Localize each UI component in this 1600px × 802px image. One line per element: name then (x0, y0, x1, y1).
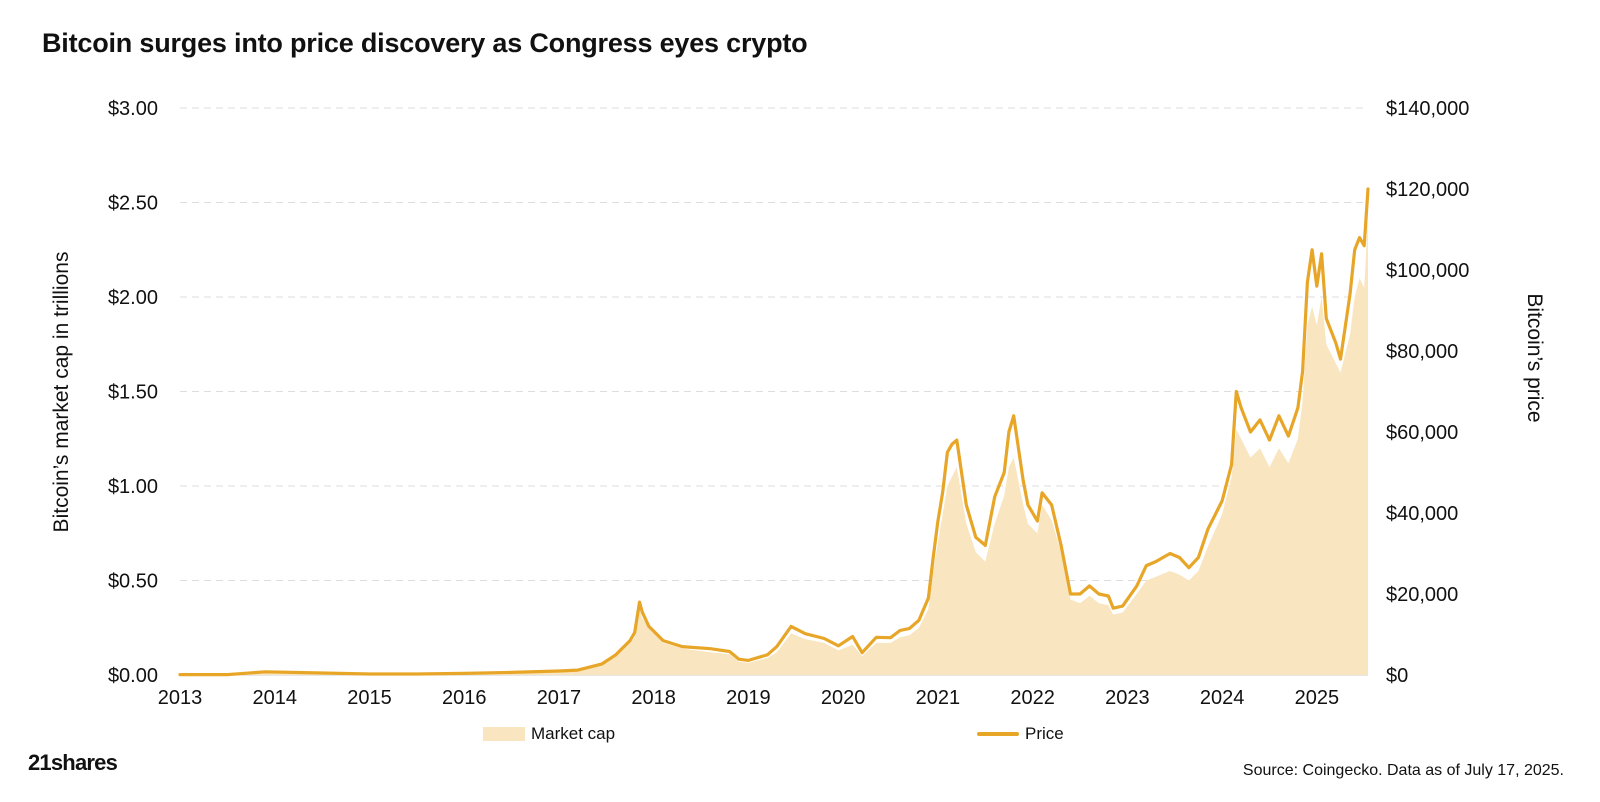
right-tick-label: $140,000 (1386, 98, 1469, 120)
x-tick-label: 2018 (631, 687, 676, 709)
legend-market-cap: Market cap (483, 724, 615, 744)
right-tick-label: $100,000 (1386, 260, 1469, 282)
x-tick-label: 2017 (537, 687, 582, 709)
legend-price-label: Price (1025, 724, 1064, 743)
x-tick-label: 2023 (1105, 687, 1150, 709)
gridlines (180, 107, 1368, 581)
left-tick-label: $2.50 (108, 193, 158, 215)
chart-title: Bitcoin surges into price discovery as C… (42, 28, 808, 58)
left-tick-label: $1.00 (108, 476, 158, 498)
legend-market-cap-label: Market cap (531, 724, 616, 743)
right-tick-label: $0 (1386, 665, 1408, 687)
left-tick-label: $0.00 (108, 665, 158, 687)
left-tick-label: $2.00 (108, 287, 158, 309)
x-tick-label: 2019 (726, 687, 771, 709)
left-tick-label: $0.50 (108, 571, 158, 593)
source-note: Source: Coingecko. Data as of July 17, 2… (1242, 762, 1564, 779)
right-tick-label: $20,000 (1386, 584, 1458, 606)
legend-price: Price (977, 724, 1064, 744)
x-axis: 2013 2014 2015 2016 2017 2018 2019 2020 2021 2022… (158, 674, 1368, 709)
x-tick-label: 2025 (1295, 687, 1340, 709)
right-axis: $0 $20,000 $40,000 $60,000 $80,000 $100,000 $1… (1386, 98, 1469, 687)
right-axis-title: Bitcoin’s price (1523, 293, 1546, 422)
right-tick-label: $60,000 (1386, 422, 1458, 444)
x-tick-label: 2020 (821, 687, 866, 709)
price-swatch (977, 732, 1019, 736)
left-axis-title: Bitcoin’s market cap in trillions (50, 252, 73, 533)
left-tick-label: $1.50 (108, 382, 158, 404)
x-tick-label: 2024 (1200, 687, 1245, 709)
x-tick-label: 2015 (347, 687, 392, 709)
left-axis: $0.00 $0.50 $1.00 $1.50 $2.00 $2.50 $3.00 (108, 98, 158, 687)
x-tick-label: 2014 (252, 687, 297, 709)
series-layer (178, 187, 1370, 677)
market-cap-swatch (483, 727, 525, 741)
right-tick-label: $80,000 (1386, 341, 1458, 363)
left-tick-label: $3.00 (108, 98, 158, 120)
right-tick-label: $120,000 (1386, 179, 1469, 201)
x-tick-label: 2013 (158, 687, 203, 709)
x-tick-label: 2016 (442, 687, 487, 709)
market-cap-area (180, 217, 1368, 675)
x-tick-label: 2021 (916, 687, 961, 709)
brand-logo: 21shares (28, 750, 118, 775)
right-tick-label: $40,000 (1386, 503, 1458, 525)
x-tick-label: 2022 (1010, 687, 1055, 709)
price-line (178, 187, 1370, 677)
